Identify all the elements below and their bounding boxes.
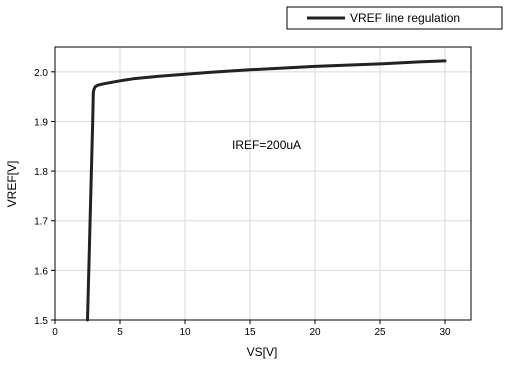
y-axis-label: VREF[V] [5,161,19,208]
legend-label: VREF line regulation [350,11,460,25]
annotation-iref: IREF=200uA [232,138,301,152]
grid [55,47,471,320]
plot-area-frame [54,46,472,321]
y-tick-label: 1.7 [34,217,48,228]
x-tick-label: 30 [439,327,451,338]
y-tick-label: 1.8 [34,167,48,178]
y-tick-label: 1.5 [34,316,48,327]
x-axis: 0 5 10 15 20 25 30 [52,320,451,338]
series-line-vref [86,59,447,322]
x-tick-label: 5 [117,327,123,338]
x-tick-label: 0 [52,327,58,338]
x-axis-label: VS[V] [247,345,278,359]
x-tick-label: 25 [374,327,386,338]
x-tick-label: 10 [179,327,191,338]
y-tick-label: 2.0 [34,68,48,79]
x-tick-label: 15 [244,327,256,338]
y-tick-label: 1.6 [34,266,48,277]
legend-box [286,6,503,30]
y-tick-label: 1.9 [34,117,48,128]
y-axis: 1.5 1.6 1.7 1.8 1.9 2.0 [34,68,55,327]
x-tick-label: 20 [309,327,321,338]
